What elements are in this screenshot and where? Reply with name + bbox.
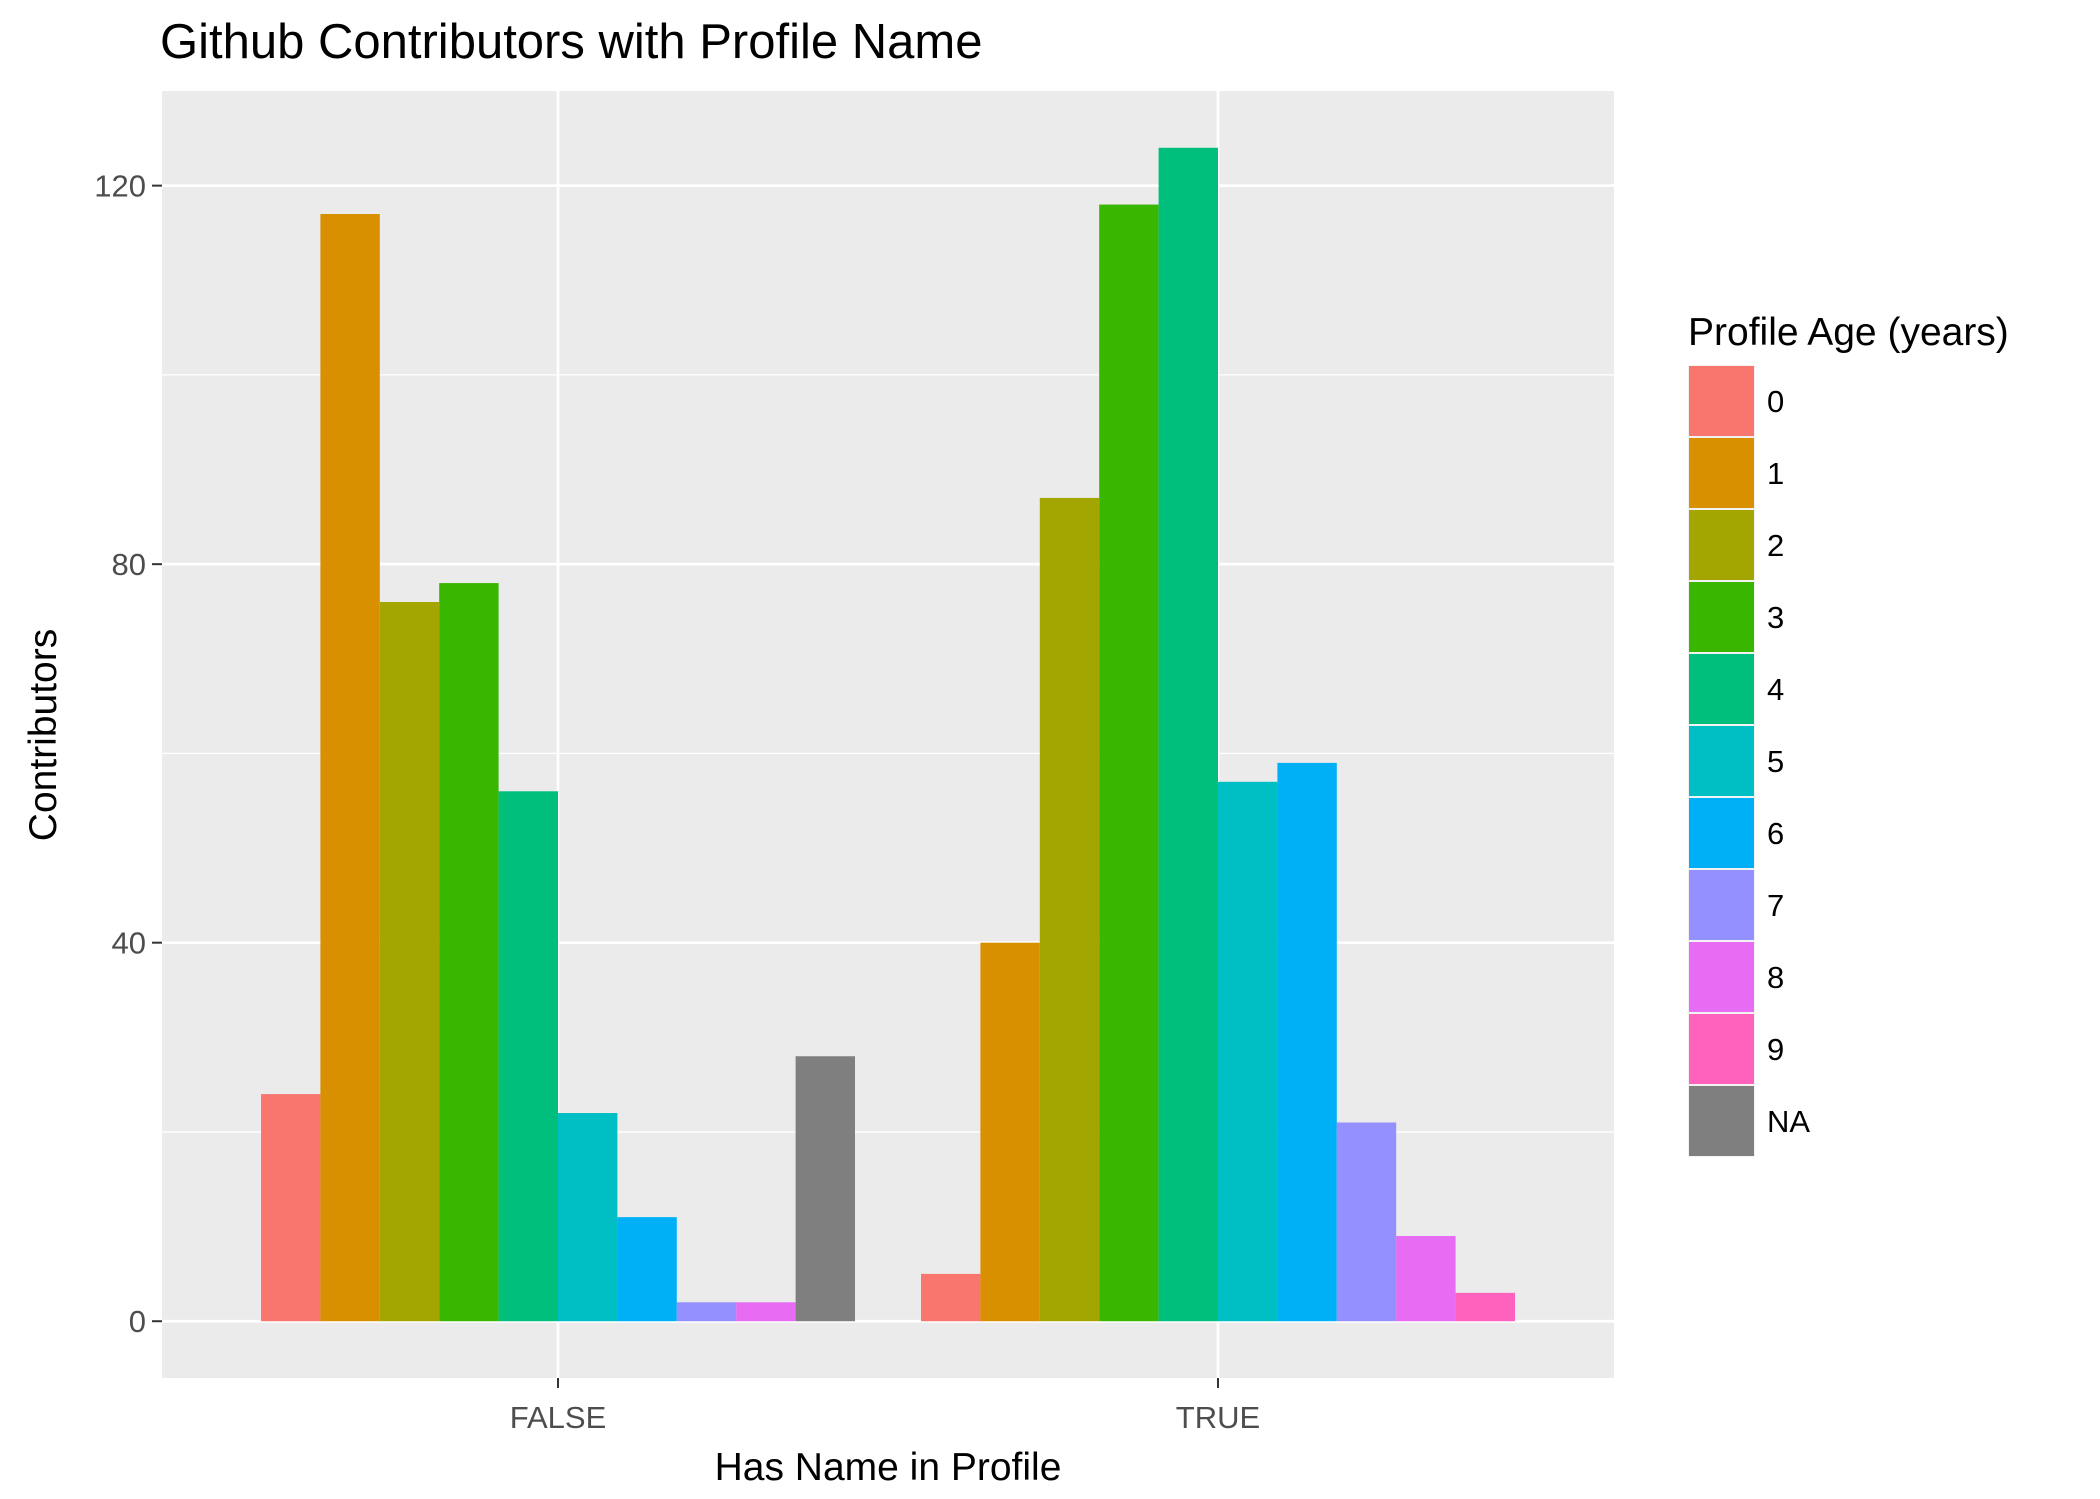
legend-label: 1 — [1767, 456, 1784, 491]
bar-true-age-5 — [1218, 781, 1278, 1322]
legend-swatch — [1689, 798, 1754, 868]
bar-false-age-4 — [498, 791, 558, 1322]
legend-swatch — [1689, 870, 1754, 940]
legend-label: 5 — [1767, 744, 1784, 779]
legend-label: 2 — [1767, 528, 1784, 563]
legend-swatch — [1689, 726, 1754, 796]
legend-swatch — [1689, 942, 1754, 1012]
legend-label: NA — [1767, 1104, 1810, 1139]
legend: Profile Age (years) 0 1 2 3 4 5 6 7 8 9 NA — [1688, 311, 2009, 1157]
bar-false-age-na — [795, 1056, 855, 1322]
bar-true-age-3 — [1099, 204, 1159, 1322]
bar-true-age-9 — [1455, 1292, 1515, 1322]
legend-label: 9 — [1767, 1032, 1784, 1067]
y-tick-label: 40 — [112, 926, 146, 961]
bar-false-age-3 — [439, 583, 499, 1322]
bars — [261, 147, 1515, 1322]
legend-label: 4 — [1767, 672, 1784, 707]
axes: 0 40 80 120 FALSE TRUE — [94, 169, 1260, 1435]
legend-swatch — [1689, 1014, 1754, 1084]
y-tick-label: 120 — [94, 169, 146, 204]
bar-false-age-6 — [617, 1217, 677, 1322]
y-axis-title: Contributors — [22, 629, 65, 841]
legend-label: 3 — [1767, 600, 1784, 635]
y-tick-label: 0 — [129, 1304, 146, 1339]
y-tick-label: 80 — [112, 547, 146, 582]
legend-label: 6 — [1767, 816, 1784, 851]
legend-swatch — [1689, 438, 1754, 508]
legend-swatch — [1689, 366, 1754, 436]
legend-label: 0 — [1767, 384, 1784, 419]
legend-swatch — [1689, 654, 1754, 724]
bar-true-age-8 — [1396, 1236, 1456, 1322]
bar-true-age-1 — [980, 942, 1040, 1322]
bar-true-age-4 — [1158, 147, 1218, 1322]
bar-true-age-6 — [1277, 762, 1337, 1322]
bar-false-age-1 — [320, 214, 380, 1322]
bar-true-age-0 — [921, 1273, 981, 1322]
bar-false-age-7 — [676, 1302, 737, 1322]
bar-false-age-2 — [379, 602, 440, 1322]
legend-label: 7 — [1767, 888, 1784, 923]
bar-false-age-0 — [261, 1094, 321, 1322]
chart-title: Github Contributors with Profile Name — [160, 15, 982, 69]
legend-title: Profile Age (years) — [1688, 311, 2009, 354]
legend-swatch — [1689, 1086, 1754, 1156]
bar-false-age-8 — [736, 1302, 796, 1322]
legend-swatch — [1689, 510, 1754, 580]
x-axis-title: Has Name in Profile — [715, 1446, 1062, 1489]
legend-swatch — [1689, 582, 1754, 652]
x-tick-label: TRUE — [1176, 1400, 1260, 1435]
bar-true-age-2 — [1039, 497, 1100, 1322]
legend-label: 8 — [1767, 960, 1784, 995]
x-tick-label: FALSE — [510, 1400, 607, 1435]
bar-false-age-5 — [558, 1113, 618, 1322]
bar-true-age-7 — [1336, 1122, 1397, 1322]
